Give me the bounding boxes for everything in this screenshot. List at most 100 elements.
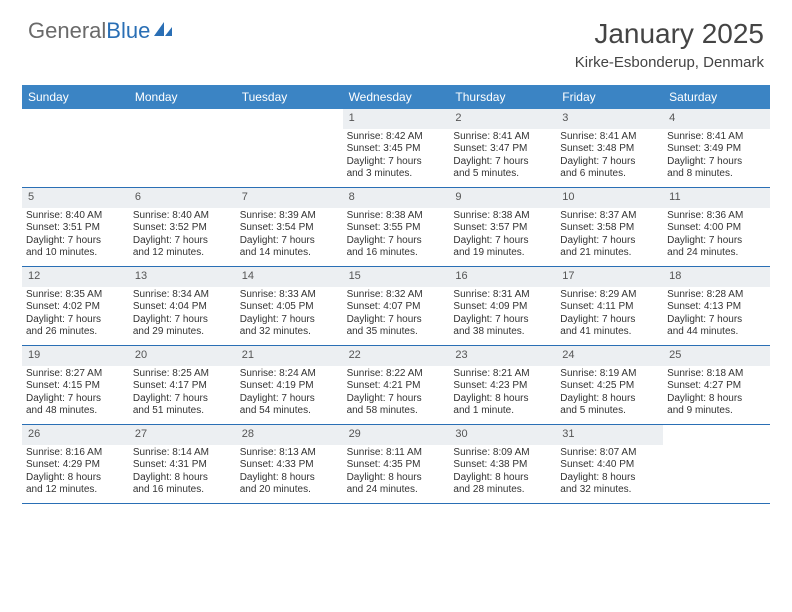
daylight-line-2: and 32 minutes. bbox=[560, 484, 659, 497]
sunset-line: Sunset: 4:09 PM bbox=[453, 301, 552, 314]
sunrise-line: Sunrise: 8:32 AM bbox=[347, 289, 446, 302]
sunset-line: Sunset: 3:57 PM bbox=[453, 222, 552, 235]
day-details: Sunrise: 8:32 AMSunset: 4:07 PMDaylight:… bbox=[343, 287, 450, 343]
day-details: Sunrise: 8:29 AMSunset: 4:11 PMDaylight:… bbox=[556, 287, 663, 343]
location-label: Kirke-Esbonderup, Denmark bbox=[575, 54, 764, 71]
sunrise-line: Sunrise: 8:40 AM bbox=[26, 210, 125, 223]
sunset-line: Sunset: 4:27 PM bbox=[667, 380, 766, 393]
daylight-line-2: and 41 minutes. bbox=[560, 326, 659, 339]
day-number: 23 bbox=[449, 346, 556, 366]
sunrise-line: Sunrise: 8:07 AM bbox=[560, 447, 659, 460]
calendar-cell: 17Sunrise: 8:29 AMSunset: 4:11 PMDayligh… bbox=[556, 267, 663, 345]
calendar-cell: 12Sunrise: 8:35 AMSunset: 4:02 PMDayligh… bbox=[22, 267, 129, 345]
day-details: Sunrise: 8:07 AMSunset: 4:40 PMDaylight:… bbox=[556, 445, 663, 501]
calendar-cell: 22Sunrise: 8:22 AMSunset: 4:21 PMDayligh… bbox=[343, 346, 450, 424]
sunset-line: Sunset: 4:21 PM bbox=[347, 380, 446, 393]
weekday-header-row: SundayMondayTuesdayWednesdayThursdayFrid… bbox=[22, 85, 770, 109]
day-details: Sunrise: 8:24 AMSunset: 4:19 PMDaylight:… bbox=[236, 366, 343, 422]
logo-sail-icon bbox=[152, 18, 174, 44]
page-header: GeneralBlue January 2025 Kirke-Esbonderu… bbox=[0, 0, 792, 77]
daylight-line-2: and 48 minutes. bbox=[26, 405, 125, 418]
day-number: 12 bbox=[22, 267, 129, 287]
daylight-line-2: and 6 minutes. bbox=[560, 168, 659, 181]
daylight-line-1: Daylight: 7 hours bbox=[667, 235, 766, 248]
calendar-cell: 21Sunrise: 8:24 AMSunset: 4:19 PMDayligh… bbox=[236, 346, 343, 424]
daylight-line-1: Daylight: 7 hours bbox=[240, 235, 339, 248]
sunset-line: Sunset: 4:07 PM bbox=[347, 301, 446, 314]
daylight-line-1: Daylight: 7 hours bbox=[26, 393, 125, 406]
calendar-cell: 11Sunrise: 8:36 AMSunset: 4:00 PMDayligh… bbox=[663, 188, 770, 266]
day-number: 7 bbox=[236, 188, 343, 208]
weekday-header: Wednesday bbox=[343, 85, 450, 109]
daylight-line-1: Daylight: 7 hours bbox=[347, 235, 446, 248]
day-details: Sunrise: 8:34 AMSunset: 4:04 PMDaylight:… bbox=[129, 287, 236, 343]
sunrise-line: Sunrise: 8:16 AM bbox=[26, 447, 125, 460]
calendar-cell: 25Sunrise: 8:18 AMSunset: 4:27 PMDayligh… bbox=[663, 346, 770, 424]
month-title: January 2025 bbox=[575, 18, 764, 50]
sunrise-line: Sunrise: 8:42 AM bbox=[347, 131, 446, 144]
logo: GeneralBlue bbox=[28, 18, 174, 44]
calendar-cell: 9Sunrise: 8:38 AMSunset: 3:57 PMDaylight… bbox=[449, 188, 556, 266]
day-number: 6 bbox=[129, 188, 236, 208]
day-details: Sunrise: 8:31 AMSunset: 4:09 PMDaylight:… bbox=[449, 287, 556, 343]
day-number: 9 bbox=[449, 188, 556, 208]
day-details: Sunrise: 8:35 AMSunset: 4:02 PMDaylight:… bbox=[22, 287, 129, 343]
calendar-cell: . bbox=[129, 109, 236, 187]
calendar-cell: 24Sunrise: 8:19 AMSunset: 4:25 PMDayligh… bbox=[556, 346, 663, 424]
weekday-header: Saturday bbox=[663, 85, 770, 109]
daylight-line-1: Daylight: 7 hours bbox=[240, 314, 339, 327]
sunset-line: Sunset: 3:45 PM bbox=[347, 143, 446, 156]
day-details: Sunrise: 8:22 AMSunset: 4:21 PMDaylight:… bbox=[343, 366, 450, 422]
calendar-cell: 10Sunrise: 8:37 AMSunset: 3:58 PMDayligh… bbox=[556, 188, 663, 266]
day-details: Sunrise: 8:21 AMSunset: 4:23 PMDaylight:… bbox=[449, 366, 556, 422]
sunrise-line: Sunrise: 8:21 AM bbox=[453, 368, 552, 381]
day-details: Sunrise: 8:41 AMSunset: 3:49 PMDaylight:… bbox=[663, 129, 770, 185]
calendar-cell: 3Sunrise: 8:41 AMSunset: 3:48 PMDaylight… bbox=[556, 109, 663, 187]
sunset-line: Sunset: 4:02 PM bbox=[26, 301, 125, 314]
day-details: Sunrise: 8:11 AMSunset: 4:35 PMDaylight:… bbox=[343, 445, 450, 501]
sunrise-line: Sunrise: 8:28 AM bbox=[667, 289, 766, 302]
calendar-cell: 29Sunrise: 8:11 AMSunset: 4:35 PMDayligh… bbox=[343, 425, 450, 503]
daylight-line-1: Daylight: 7 hours bbox=[347, 314, 446, 327]
daylight-line-1: Daylight: 7 hours bbox=[26, 314, 125, 327]
calendar-body: ...1Sunrise: 8:42 AMSunset: 3:45 PMDayli… bbox=[22, 109, 770, 504]
sunset-line: Sunset: 3:48 PM bbox=[560, 143, 659, 156]
sunset-line: Sunset: 4:00 PM bbox=[667, 222, 766, 235]
day-details: Sunrise: 8:41 AMSunset: 3:48 PMDaylight:… bbox=[556, 129, 663, 185]
day-details: Sunrise: 8:28 AMSunset: 4:13 PMDaylight:… bbox=[663, 287, 770, 343]
daylight-line-2: and 5 minutes. bbox=[560, 405, 659, 418]
calendar-cell: 5Sunrise: 8:40 AMSunset: 3:51 PMDaylight… bbox=[22, 188, 129, 266]
daylight-line-2: and 1 minute. bbox=[453, 405, 552, 418]
daylight-line-2: and 5 minutes. bbox=[453, 168, 552, 181]
sunset-line: Sunset: 4:40 PM bbox=[560, 459, 659, 472]
calendar-week: 5Sunrise: 8:40 AMSunset: 3:51 PMDaylight… bbox=[22, 188, 770, 267]
day-details: Sunrise: 8:36 AMSunset: 4:00 PMDaylight:… bbox=[663, 208, 770, 264]
sunrise-line: Sunrise: 8:18 AM bbox=[667, 368, 766, 381]
day-number: 15 bbox=[343, 267, 450, 287]
daylight-line-2: and 32 minutes. bbox=[240, 326, 339, 339]
day-details: Sunrise: 8:18 AMSunset: 4:27 PMDaylight:… bbox=[663, 366, 770, 422]
day-number: 19 bbox=[22, 346, 129, 366]
sunset-line: Sunset: 3:49 PM bbox=[667, 143, 766, 156]
daylight-line-2: and 51 minutes. bbox=[133, 405, 232, 418]
sunrise-line: Sunrise: 8:41 AM bbox=[667, 131, 766, 144]
daylight-line-2: and 14 minutes. bbox=[240, 247, 339, 260]
calendar-cell: 8Sunrise: 8:38 AMSunset: 3:55 PMDaylight… bbox=[343, 188, 450, 266]
logo-text-1: General bbox=[28, 18, 106, 44]
sunset-line: Sunset: 4:33 PM bbox=[240, 459, 339, 472]
calendar-cell: 27Sunrise: 8:14 AMSunset: 4:31 PMDayligh… bbox=[129, 425, 236, 503]
day-number: 28 bbox=[236, 425, 343, 445]
day-details: Sunrise: 8:39 AMSunset: 3:54 PMDaylight:… bbox=[236, 208, 343, 264]
daylight-line-2: and 21 minutes. bbox=[560, 247, 659, 260]
day-number: 2 bbox=[449, 109, 556, 129]
day-number: 26 bbox=[22, 425, 129, 445]
daylight-line-1: Daylight: 7 hours bbox=[667, 314, 766, 327]
sunset-line: Sunset: 4:13 PM bbox=[667, 301, 766, 314]
calendar-cell: . bbox=[236, 109, 343, 187]
calendar-cell: 31Sunrise: 8:07 AMSunset: 4:40 PMDayligh… bbox=[556, 425, 663, 503]
day-details: Sunrise: 8:37 AMSunset: 3:58 PMDaylight:… bbox=[556, 208, 663, 264]
daylight-line-1: Daylight: 7 hours bbox=[667, 156, 766, 169]
calendar-cell: 23Sunrise: 8:21 AMSunset: 4:23 PMDayligh… bbox=[449, 346, 556, 424]
daylight-line-2: and 20 minutes. bbox=[240, 484, 339, 497]
sunset-line: Sunset: 4:38 PM bbox=[453, 459, 552, 472]
